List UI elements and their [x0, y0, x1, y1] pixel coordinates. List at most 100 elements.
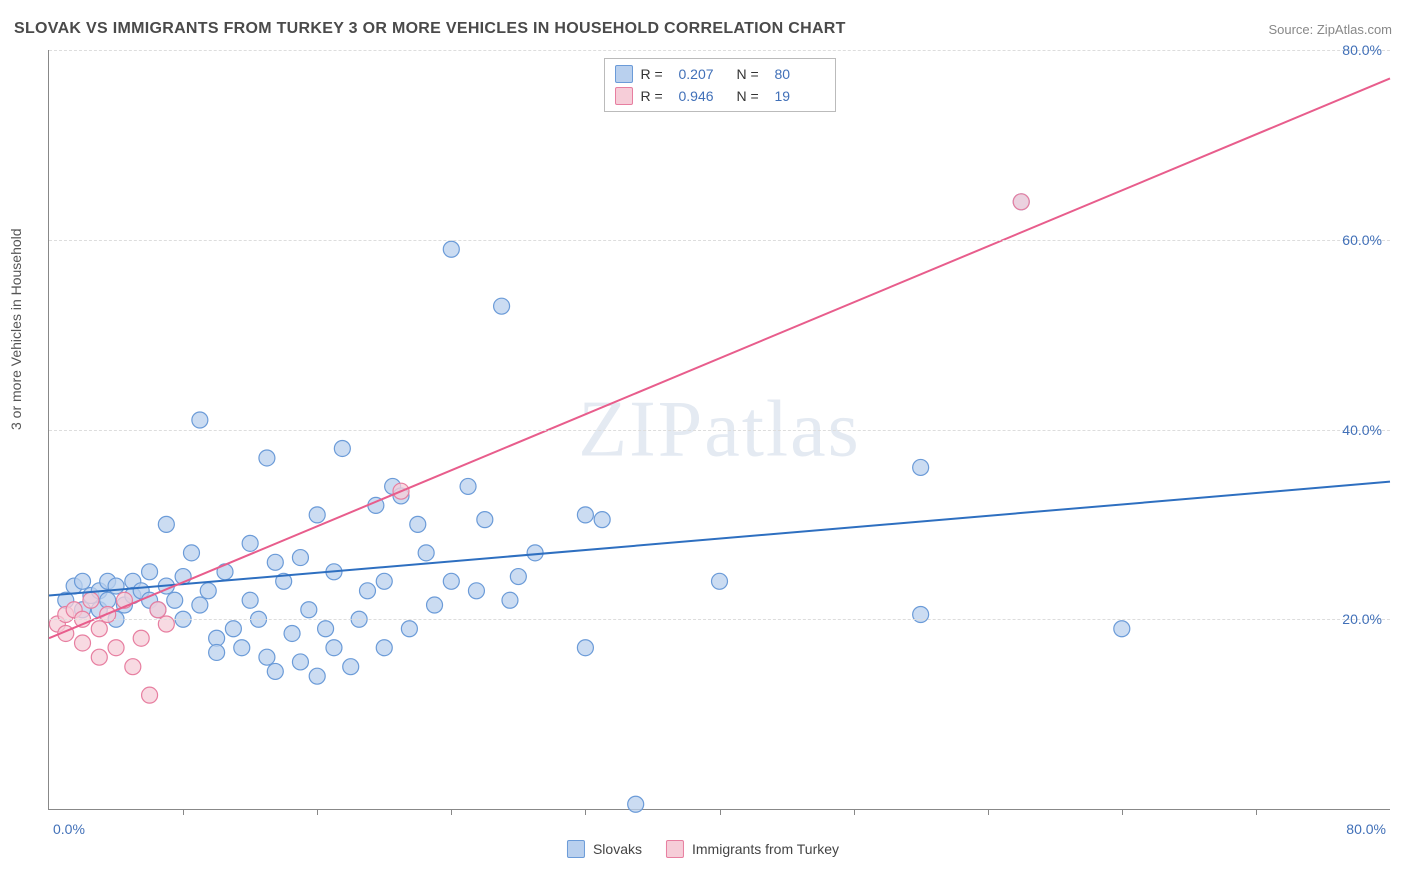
data-point — [326, 640, 342, 656]
y-tick-label: 80.0% — [1342, 42, 1382, 58]
legend-series: Slovaks Immigrants from Turkey — [567, 840, 839, 858]
x-tick — [585, 809, 586, 815]
data-point — [376, 640, 392, 656]
data-point — [192, 597, 208, 613]
x-tick-end: 80.0% — [1346, 821, 1386, 837]
data-point — [309, 507, 325, 523]
data-point — [502, 592, 518, 608]
gridline — [49, 619, 1390, 620]
legend-r-value: 0.946 — [679, 88, 729, 104]
legend-correlation: R = 0.207 N = 80 R = 0.946 N = 19 — [604, 58, 836, 112]
data-point — [158, 516, 174, 532]
x-tick — [1122, 809, 1123, 815]
data-point — [318, 621, 334, 637]
data-point — [359, 583, 375, 599]
data-point — [259, 450, 275, 466]
data-point — [577, 640, 593, 656]
y-tick-label: 40.0% — [1342, 422, 1382, 438]
data-point — [577, 507, 593, 523]
data-point — [301, 602, 317, 618]
data-point — [259, 649, 275, 665]
legend-label: Slovaks — [593, 841, 642, 857]
data-point — [594, 512, 610, 528]
x-tick — [183, 809, 184, 815]
legend-n-label: N = — [737, 66, 767, 82]
title-bar: SLOVAK VS IMMIGRANTS FROM TURKEY 3 OR MO… — [14, 20, 1392, 38]
x-tick — [854, 809, 855, 815]
data-point — [401, 621, 417, 637]
data-point — [209, 644, 225, 660]
legend-item: Immigrants from Turkey — [666, 840, 839, 858]
data-point — [75, 573, 91, 589]
data-point — [494, 298, 510, 314]
chart-title: SLOVAK VS IMMIGRANTS FROM TURKEY 3 OR MO… — [14, 20, 846, 38]
data-point — [443, 241, 459, 257]
legend-item: Slovaks — [567, 840, 642, 858]
data-point — [292, 654, 308, 670]
legend-swatch — [615, 65, 633, 83]
data-point — [83, 592, 99, 608]
data-point — [376, 573, 392, 589]
data-point — [477, 512, 493, 528]
legend-swatch — [615, 87, 633, 105]
legend-label: Immigrants from Turkey — [692, 841, 839, 857]
data-point — [209, 630, 225, 646]
source-label: Source: ZipAtlas.com — [1268, 22, 1392, 37]
trend-line — [49, 78, 1390, 638]
data-point — [1013, 194, 1029, 210]
legend-r-value: 0.207 — [679, 66, 729, 82]
gridline — [49, 430, 1390, 431]
data-point — [225, 621, 241, 637]
data-point — [427, 597, 443, 613]
data-point — [200, 583, 216, 599]
legend-row: R = 0.946 N = 19 — [615, 85, 825, 107]
data-point — [510, 569, 526, 585]
data-point — [91, 649, 107, 665]
x-tick — [720, 809, 721, 815]
data-point — [410, 516, 426, 532]
data-point — [150, 602, 166, 618]
data-point — [133, 630, 149, 646]
data-point — [125, 659, 141, 675]
gridline — [49, 240, 1390, 241]
data-point — [267, 554, 283, 570]
x-tick — [451, 809, 452, 815]
legend-n-value: 19 — [775, 88, 825, 104]
legend-n-label: N = — [737, 88, 767, 104]
chart-container: SLOVAK VS IMMIGRANTS FROM TURKEY 3 OR MO… — [0, 0, 1406, 892]
plot-area: ZIPatlas R = 0.207 N = 80 R = 0.946 N = … — [48, 50, 1390, 810]
x-tick — [317, 809, 318, 815]
data-point — [913, 459, 929, 475]
data-point — [242, 535, 258, 551]
data-point — [242, 592, 258, 608]
legend-n-value: 80 — [775, 66, 825, 82]
legend-swatch — [666, 840, 684, 858]
y-tick-label: 60.0% — [1342, 232, 1382, 248]
data-point — [167, 592, 183, 608]
data-point — [334, 440, 350, 456]
x-tick — [988, 809, 989, 815]
data-point — [234, 640, 250, 656]
data-point — [142, 687, 158, 703]
data-point — [628, 796, 644, 812]
data-point — [267, 663, 283, 679]
data-point — [418, 545, 434, 561]
legend-r-label: R = — [641, 88, 671, 104]
data-point — [468, 583, 484, 599]
x-tick-start: 0.0% — [53, 821, 85, 837]
y-axis-label: 3 or more Vehicles in Household — [8, 228, 24, 430]
data-point — [284, 625, 300, 641]
data-point — [1114, 621, 1130, 637]
data-point — [292, 550, 308, 566]
data-point — [183, 545, 199, 561]
x-tick — [1256, 809, 1257, 815]
data-point — [100, 592, 116, 608]
data-point — [108, 640, 124, 656]
data-point — [75, 635, 91, 651]
data-point — [91, 621, 107, 637]
data-point — [443, 573, 459, 589]
legend-r-label: R = — [641, 66, 671, 82]
gridline — [49, 50, 1390, 51]
data-point — [192, 412, 208, 428]
legend-row: R = 0.207 N = 80 — [615, 63, 825, 85]
